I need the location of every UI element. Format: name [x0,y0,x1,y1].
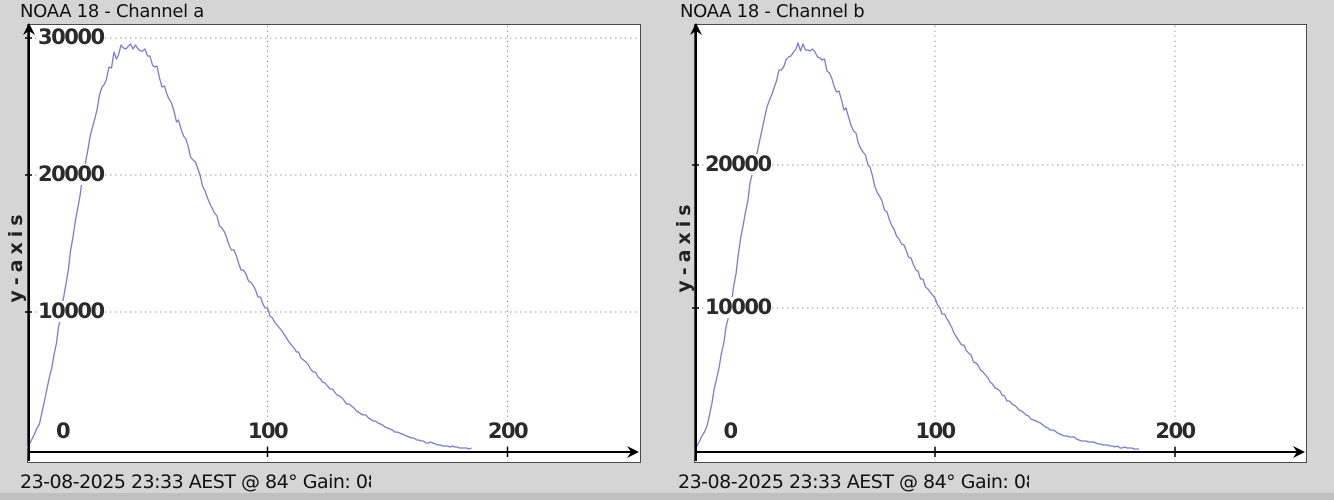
x-tick-label: 200 [487,419,529,443]
status-text-a: 23-08-2025 23:33 AEST @ 84° Gain: 08 [20,471,371,494]
x-tick-label: 0 [55,419,71,443]
x-tick-label: 0 [723,419,738,443]
y-tick-label: 30000 [38,25,105,49]
histogram-curve [26,43,472,450]
status-text-b: 23-08-2025 23:33 AEST @ 84° Gain: 08 [678,471,1029,494]
gridlines [697,25,1305,461]
x-tick-label: 100 [915,419,956,443]
y-axis-arrow-icon [23,23,35,35]
y-axis-arrow-icon [690,23,702,35]
y-tick-label: 20000 [38,162,105,186]
chart-title-channel-b: NOAA 18 - Channel b [680,1,865,22]
status-text-b-visible: 23-08-2025 23:33 AEST @ 84° Gain: 0 [678,471,1026,493]
x-tick-label: 200 [1155,419,1196,443]
status-text-a-clipped-char: 8 [367,471,371,494]
y-axis-label-a: y-axis [5,209,27,303]
status-text-b-clipped-char: 8 [1025,471,1029,494]
histogram-plot-channel-b [690,23,1307,463]
y-tick-label: 10000 [705,295,772,319]
plot-frame [694,24,1307,463]
plot-frame [27,24,641,463]
y-tick-label: 20000 [705,152,772,176]
y-tick-label: 10000 [38,299,105,323]
y-axis-label-b: y-axis [673,199,695,293]
x-axis-arrow-icon [1293,446,1305,458]
axes [23,23,639,461]
bottom-window-edge [0,493,1334,500]
x-tick-label: 100 [247,419,289,443]
axes [690,23,1305,461]
chart-title-channel-a: NOAA 18 - Channel a [20,1,204,22]
histogram-plot-channel-a [23,23,641,463]
histogram-curve [694,42,1139,451]
x-axis-arrow-icon [627,446,639,458]
gridlines [30,25,639,461]
status-text-a-visible: 23-08-2025 23:33 AEST @ 84° Gain: 0 [20,471,368,493]
